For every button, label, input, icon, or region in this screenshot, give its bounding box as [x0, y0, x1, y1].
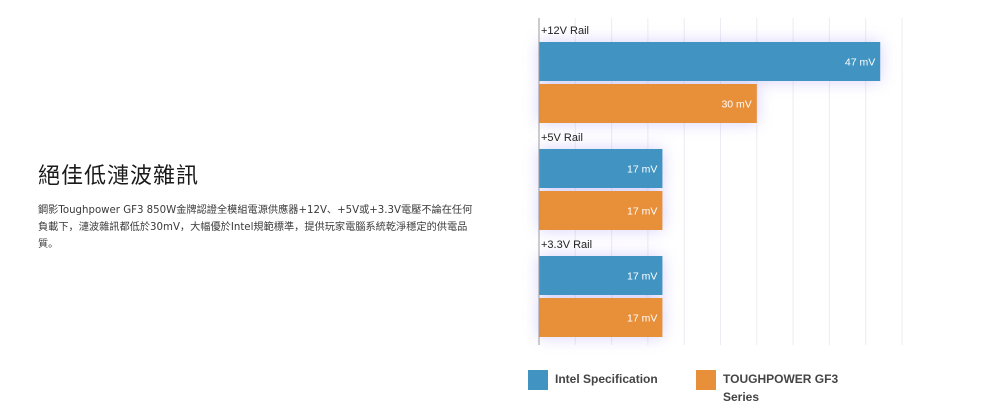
chart-legend: Intel Specification TOUGHPOWER GF3 Serie… [528, 370, 968, 410]
data-label: 17 mV [627, 164, 657, 176]
legend-item-intel[interactable]: Intel Specification [528, 370, 675, 390]
bar-toughpower [539, 298, 663, 337]
bar-intel [539, 149, 663, 188]
data-label: 17 mV [627, 313, 657, 325]
data-label: 47 mV [845, 57, 875, 69]
data-label: 17 mV [627, 206, 657, 218]
data-label: 17 mV [627, 271, 657, 283]
section-title: 絕佳低漣波雜訊 [38, 164, 200, 189]
category-label: +3.3V Rail [541, 239, 592, 251]
legend-label-toughpower: TOUGHPOWER GF3 Series [723, 372, 839, 404]
legend-swatch-toughpower [696, 370, 716, 390]
bar-layer [539, 42, 881, 337]
category-label: +5V Rail [541, 132, 583, 144]
category-label: +12V Rail [541, 25, 589, 37]
chart-labels: +12V Rail 47 mV 30 mV +5V Rail 17 mV 17 mV +3.… [541, 25, 875, 325]
data-label: 30 mV [721, 99, 751, 111]
legend-label-intel: Intel Specification [555, 372, 658, 386]
bar-toughpower [539, 84, 757, 123]
section-description: 鋼影Toughpower GF3 850W金牌認證全模組電源供應器+12V、+5… [38, 205, 473, 250]
legend-item-toughpower[interactable]: TOUGHPOWER GF3 Series [696, 370, 843, 406]
legend-swatch-intel [528, 370, 548, 390]
intro-section: 絕佳低漣波雜訊 鋼影Toughpower GF3 850W金牌認證全模組電源供應… [38, 162, 478, 253]
bar-intel [539, 256, 663, 295]
bar-toughpower [539, 191, 663, 230]
bar-intel [539, 42, 881, 81]
